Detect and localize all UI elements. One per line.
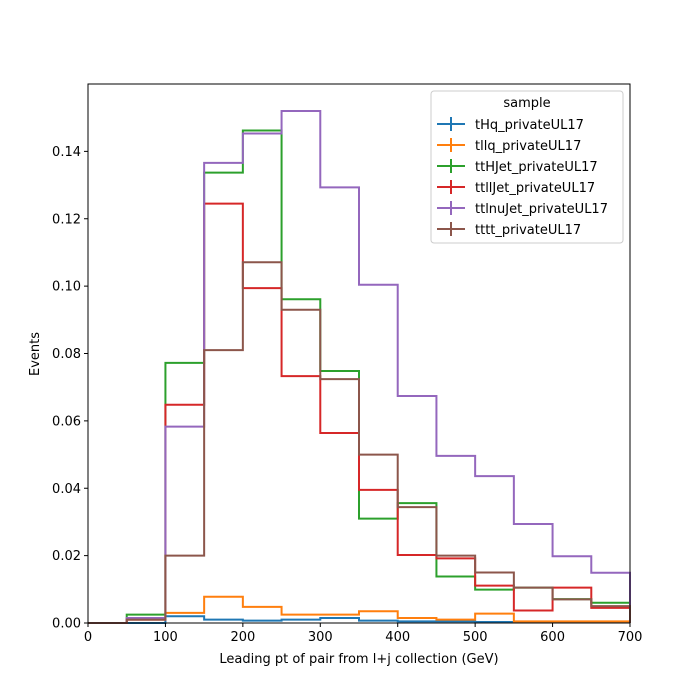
y-tick-label: 0.00 [52,617,81,632]
legend-label-3: ttllJet_privateUL17 [475,181,595,196]
legend-label-5: tttt_privateUL17 [475,223,581,238]
y-tick-label: 0.06 [52,414,81,429]
x-tick-label: 600 [540,630,565,645]
plot-frame [87,83,631,624]
x-tick-label: 500 [463,630,488,645]
legend-title: sample [503,96,550,111]
series-4-step-line [88,109,631,624]
series-3-step-line [88,202,631,624]
x-tick-label: 300 [308,630,333,645]
y-tick-label: 0.10 [52,280,81,295]
legend-label-0: tHq_privateUL17 [475,118,584,133]
y-axis: 0.00 0.02 0.04 0.06 0.08 0.10 0.12 0.14 [52,145,88,632]
x-axis: 0 100 200 300 400 500 600 700 [84,623,643,645]
x-tick-label: 100 [153,630,178,645]
x-tick-label: 200 [230,630,255,645]
y-tick-label: 0.12 [52,212,81,227]
x-tick-label: 700 [618,630,643,645]
y-tick-label: 0.14 [52,145,81,160]
y-tick-label: 0.02 [52,549,81,564]
legend-label-2: ttHJet_privateUL17 [475,160,598,175]
legend-entries: tHq_privateUL17 tllq_privateUL17 ttHJet_pr… [437,117,608,238]
legend-box [430,90,624,244]
legend: sample tHq_privateUL17 tllq_privateUL17tt… [430,90,624,244]
legend-label-4: ttlnuJet_privateUL17 [475,202,608,217]
x-tick-label: 0 [84,630,92,645]
series-1-step-line [88,595,631,624]
y-tick-label: 0.08 [52,347,81,362]
series-layer [88,109,631,624]
y-axis-label: Events [28,332,43,376]
x-tick-label: 400 [385,630,410,645]
x-axis-label: Leading pt of pair from l+j collection (… [219,652,498,667]
series-5-step-line [88,261,631,624]
y-tick-label: 0.04 [52,482,81,497]
legend-label-1: tllq_privateUL17 [475,139,581,154]
